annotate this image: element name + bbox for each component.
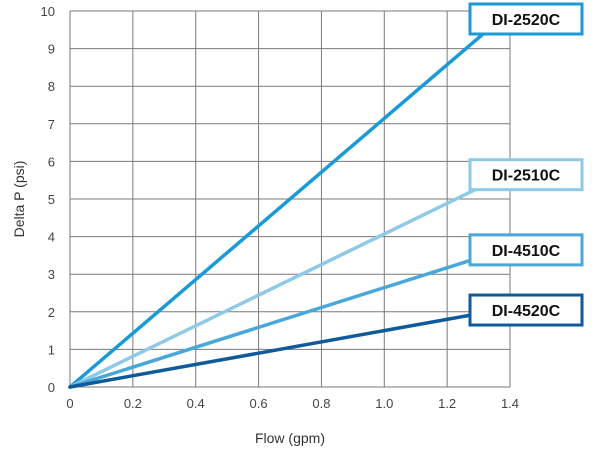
- series-label-di-2520c: DI-2520C: [468, 2, 584, 36]
- series-label-di-4520c: DI-4520C: [468, 293, 584, 327]
- y-tick-label: 0: [48, 380, 55, 395]
- series-label-box: [468, 233, 584, 267]
- y-tick-label: 10: [41, 4, 55, 19]
- y-tick-label: 7: [48, 117, 55, 132]
- x-tick-label: 0.8: [312, 396, 330, 411]
- series-line-di-4520c: [68, 306, 512, 389]
- series-line-di-2520c: [68, 9, 512, 389]
- y-tick-label: 9: [48, 42, 55, 57]
- y-tick-label: 8: [48, 79, 55, 94]
- series-label-di-4510c: DI-4510C: [468, 233, 584, 267]
- series-label-text: DI-4520C: [492, 303, 561, 320]
- series-label-text: DI-2510C: [492, 168, 561, 185]
- series-lines: [68, 9, 512, 389]
- series-label-text: DI-4510C: [492, 243, 561, 260]
- x-tick-label: 0.6: [250, 396, 268, 411]
- tick-labels: 0 0.2 0.4 0.6 0.8 1.0 1.2 1.4 0 1 2 3 4 5 6 7 8 9 10: [41, 4, 520, 411]
- series-label-box: [468, 293, 584, 327]
- x-axis-title: Flow (gpm): [255, 430, 325, 446]
- y-axis-title: Delta P (psi): [11, 161, 27, 238]
- series-label-text: DI-2520C: [492, 12, 561, 29]
- x-tick-label: 1.2: [438, 396, 456, 411]
- y-tick-label: 3: [48, 267, 55, 282]
- y-tick-label: 1: [48, 342, 55, 357]
- x-tick-label: 0.4: [187, 396, 205, 411]
- x-tick-label: 0: [66, 396, 73, 411]
- x-tick-label: 1.4: [501, 396, 519, 411]
- x-tick-label: 1.0: [375, 396, 393, 411]
- series-line-di-2510c: [68, 170, 512, 389]
- series-label-box: [468, 158, 584, 192]
- y-tick-label: 4: [48, 230, 55, 245]
- series-line-di-4510c: [68, 246, 512, 389]
- series-label-di-2510c: DI-2510C: [468, 158, 584, 192]
- x-tick-label: 0.2: [124, 396, 142, 411]
- y-tick-label: 6: [48, 154, 55, 169]
- y-tick-label: 5: [48, 192, 55, 207]
- y-tick-label: 2: [48, 305, 55, 320]
- series-labels: DI-2520C DI-2510C DI-4510C DI-4520C: [468, 2, 584, 327]
- series-label-box: [468, 2, 584, 36]
